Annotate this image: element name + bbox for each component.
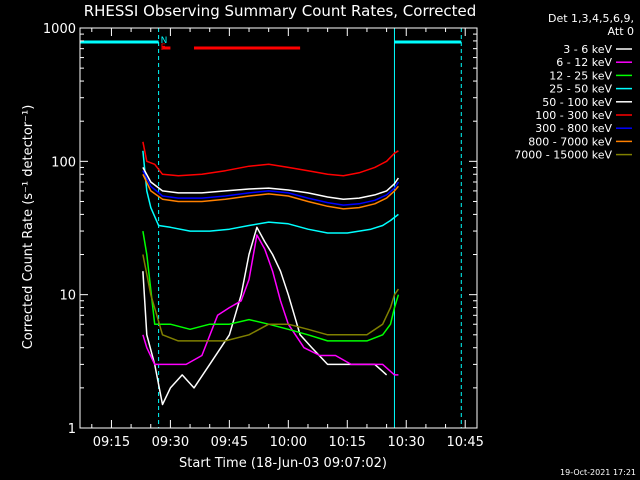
x-tick-label: 09:30 <box>152 435 189 450</box>
legend-header: Att 0 <box>608 25 634 38</box>
annotation-n: N <box>161 36 168 46</box>
x-tick-label: 09:45 <box>211 435 248 450</box>
x-tick-label: 10:45 <box>446 435 483 450</box>
series-line-6 <box>142 170 400 206</box>
series-line-8 <box>142 254 400 342</box>
x-tick-label: 09:15 <box>93 435 130 450</box>
legend-label: 3 - 6 keV <box>563 43 612 56</box>
y-tick-label: 10 <box>59 289 76 304</box>
legend-header: Det 1,3,4,5,6,9, <box>548 12 634 25</box>
x-tick-label: 10:30 <box>388 435 425 450</box>
y-axis-label: Corrected Count Rate (s⁻¹ detector⁻¹) <box>21 105 36 350</box>
chart-title: RHESSI Observing Summary Count Rates, Co… <box>84 2 477 20</box>
series-line-7 <box>142 173 399 210</box>
legend-label: 800 - 7000 keV <box>528 135 612 148</box>
legend-label: 6 - 12 keV <box>556 56 612 69</box>
annotation-f: F <box>161 43 166 53</box>
series-line-2 <box>142 230 400 342</box>
y-tick-label: 1 <box>68 422 76 437</box>
plot-frame <box>79 27 478 429</box>
series-line-4 <box>142 167 400 200</box>
legend-label: 100 - 300 keV <box>535 109 612 122</box>
legend-label: 7000 - 15000 keV <box>514 149 612 162</box>
legend-label: 12 - 25 keV <box>549 69 612 82</box>
footer-timestamp: 19-Oct-2021 17:21 <box>560 468 636 477</box>
series-line-0 <box>142 226 388 406</box>
y-tick-label: 1000 <box>43 22 76 37</box>
y-tick-label: 100 <box>51 155 76 170</box>
x-axis-label: Start Time (18-Jun-03 09:07:02) <box>179 456 387 471</box>
legend-label: 25 - 50 keV <box>549 83 612 96</box>
series-line-1 <box>142 234 399 376</box>
legend-label: 50 - 100 keV <box>542 96 612 109</box>
x-tick-label: 10:15 <box>329 435 366 450</box>
series-line-5 <box>142 141 399 177</box>
legend-label: 300 - 800 keV <box>535 122 612 135</box>
x-tick-label: 10:00 <box>270 435 307 450</box>
series-line-3 <box>142 150 399 234</box>
